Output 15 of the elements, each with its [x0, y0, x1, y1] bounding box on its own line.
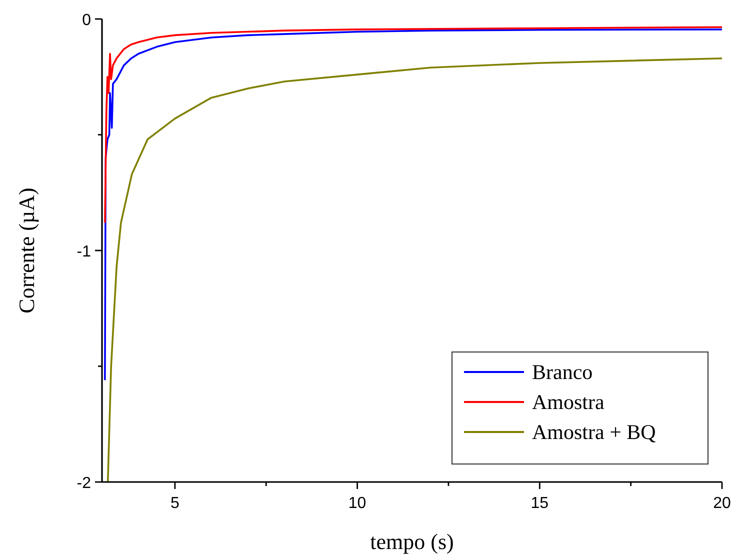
line-series: [104, 26, 722, 224]
x-axis-title: tempo (s): [370, 529, 454, 554]
line-series: [106, 57, 722, 482]
x-tick-label: 20: [713, 495, 731, 512]
legend-label: Amostra: [532, 390, 605, 414]
y-tick-label: -1: [76, 244, 92, 260]
y-tick-label: -2: [76, 475, 92, 492]
line-series: [104, 28, 722, 382]
legend-label: Amostra + BQ: [532, 420, 656, 444]
x-tick-label: 5: [170, 495, 180, 512]
x-tick-label: 10: [348, 495, 366, 512]
y-tick-label: 0: [82, 12, 92, 29]
y-axis-title: Corrente (µA): [14, 188, 39, 314]
legend-label: Branco: [532, 360, 593, 384]
x-tick-label: 15: [530, 495, 549, 512]
